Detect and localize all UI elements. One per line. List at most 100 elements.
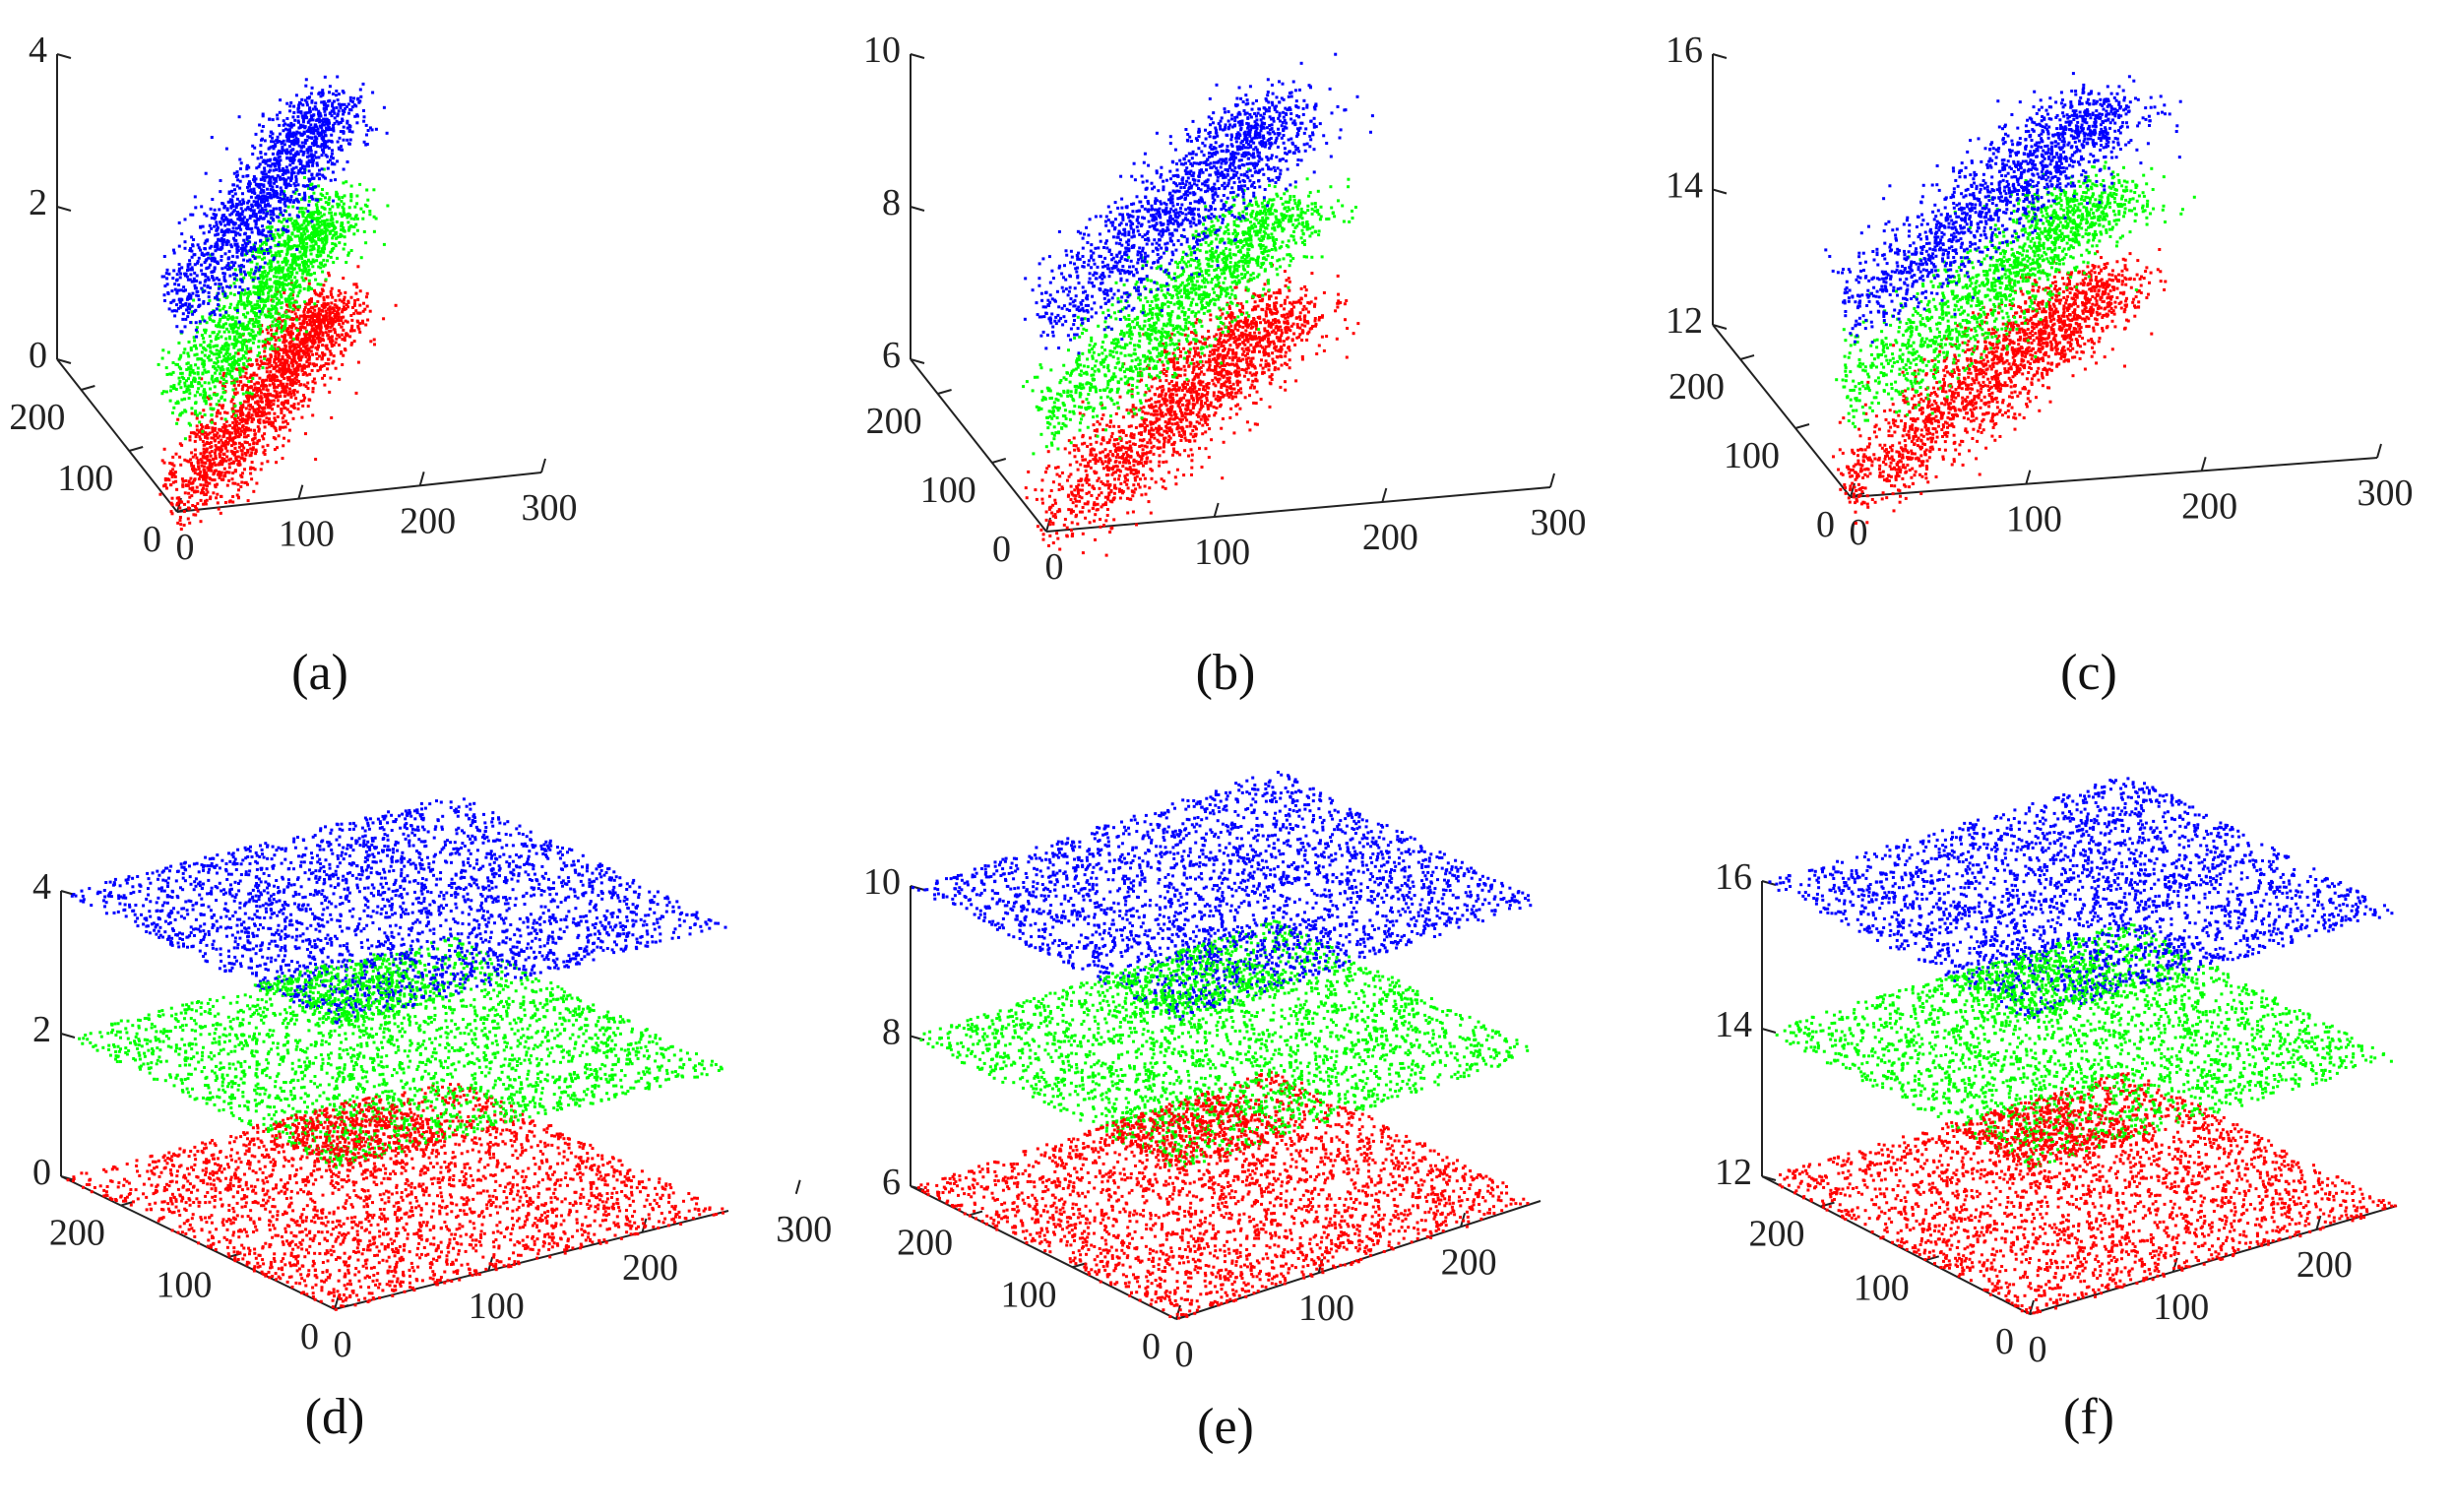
green-point <box>219 349 221 352</box>
red-point <box>254 468 257 471</box>
green-point <box>232 396 235 399</box>
green-point <box>201 350 204 353</box>
green-point <box>274 236 277 239</box>
blue-point <box>333 112 336 115</box>
blue-point <box>311 176 314 179</box>
blue-point <box>362 109 365 112</box>
blue-point <box>166 291 169 294</box>
blue-point <box>307 178 310 181</box>
red-point <box>366 319 369 322</box>
red-point <box>255 382 258 385</box>
blue-point <box>263 194 266 197</box>
red-point <box>234 447 237 450</box>
blue-point <box>343 139 346 142</box>
blue-point <box>238 233 241 236</box>
red-point <box>220 417 223 420</box>
blue-point <box>306 135 309 138</box>
blue-point <box>210 208 213 211</box>
green-point <box>228 306 231 309</box>
green-point <box>330 256 333 259</box>
green-point <box>234 405 237 408</box>
blue-point <box>289 179 292 182</box>
red-point <box>285 353 288 356</box>
blue-point <box>278 124 281 127</box>
green-point <box>331 218 334 220</box>
red-point <box>245 384 248 387</box>
green-point <box>322 244 325 247</box>
green-point <box>355 214 358 217</box>
blue-point <box>242 259 245 262</box>
red-point <box>196 486 199 489</box>
blue-point <box>240 279 243 282</box>
green-point <box>298 211 301 214</box>
green-point <box>198 377 201 380</box>
red-point <box>373 339 376 342</box>
green-point <box>347 215 350 218</box>
green-point <box>290 253 293 256</box>
green-point <box>269 278 272 281</box>
red-point <box>204 470 207 472</box>
red-point <box>167 478 170 481</box>
red-point <box>355 392 358 395</box>
red-point <box>297 408 300 410</box>
red-point <box>191 486 194 489</box>
red-point <box>335 367 338 370</box>
green-point <box>204 394 207 397</box>
green-point <box>191 371 194 374</box>
green-point <box>238 333 241 336</box>
green-point <box>308 280 311 283</box>
red-point <box>267 375 270 378</box>
red-point <box>238 422 241 425</box>
red-point <box>191 412 194 415</box>
blue-point <box>218 208 220 211</box>
red-point <box>202 440 205 443</box>
red-point <box>237 483 240 486</box>
green-point <box>281 271 283 274</box>
red-point <box>187 507 190 510</box>
red-point <box>252 446 255 449</box>
green-point <box>325 279 328 282</box>
red-point <box>328 307 331 310</box>
green-point <box>322 251 325 254</box>
red-point <box>352 312 355 315</box>
blue-point <box>327 140 330 143</box>
green-point <box>328 198 331 201</box>
green-point <box>315 203 318 206</box>
green-point <box>305 246 308 249</box>
red-point <box>333 328 336 331</box>
red-point <box>253 372 256 375</box>
blue-point <box>251 191 254 194</box>
red-point <box>253 429 256 432</box>
green-point <box>183 409 186 411</box>
green-point <box>274 318 277 321</box>
blue-point <box>269 213 272 216</box>
red-point <box>200 423 203 426</box>
red-point <box>169 483 172 486</box>
blue-point <box>238 321 241 324</box>
red-point <box>269 384 272 387</box>
red-point <box>286 422 289 425</box>
red-point <box>292 380 295 383</box>
blue-point <box>307 164 310 167</box>
green-point <box>270 312 273 315</box>
green-point <box>341 223 344 226</box>
red-point <box>211 450 214 453</box>
red-point <box>341 363 344 366</box>
blue-point <box>199 282 202 284</box>
x-tick-mark <box>420 472 424 485</box>
blue-point <box>262 233 265 236</box>
green-point <box>232 356 235 359</box>
blue-point <box>191 214 194 217</box>
green-point <box>286 243 289 246</box>
green-point <box>225 328 228 331</box>
red-point <box>291 323 294 326</box>
red-point <box>182 480 185 483</box>
red-point <box>209 446 212 449</box>
green-point <box>208 317 211 320</box>
blue-point <box>282 227 284 230</box>
red-point <box>229 438 232 441</box>
red-point <box>364 324 367 327</box>
blue-point <box>263 166 266 169</box>
green-point <box>213 320 216 323</box>
red-point <box>307 303 310 306</box>
